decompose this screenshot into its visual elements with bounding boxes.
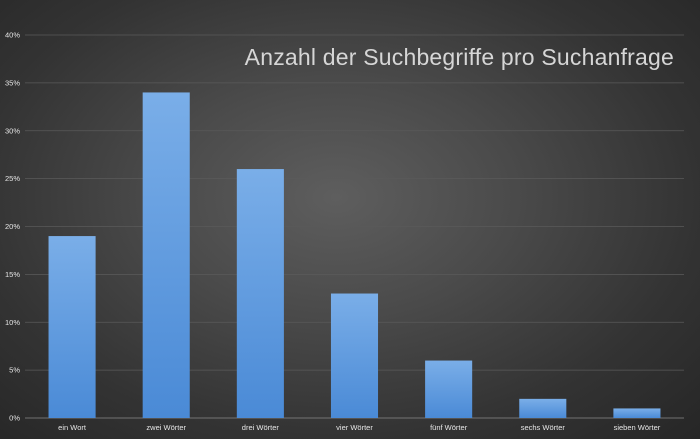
bar <box>330 293 379 418</box>
x-category-label: sechs Wörter <box>521 423 566 432</box>
x-category-label: zwei Wörter <box>146 423 186 432</box>
bar <box>519 398 567 418</box>
y-tick-label: 10% <box>5 318 20 327</box>
bar <box>425 360 473 418</box>
x-category-label: drei Wörter <box>242 423 280 432</box>
y-tick-label: 20% <box>5 222 20 231</box>
y-tick-label: 0% <box>9 414 20 423</box>
x-category-label: sieben Wörter <box>614 423 661 432</box>
gridlines <box>25 34 684 419</box>
x-category-label: ein Wort <box>58 423 87 432</box>
y-tick-label: 15% <box>5 270 20 279</box>
x-axis-labels: ein Wort zwei Wörter drei Wörter vier Wörte… <box>58 423 661 432</box>
bar <box>48 236 96 418</box>
chart-title: Anzahl der Suchbegriffe pro Suchanfrage <box>244 44 674 70</box>
x-category-label: vier Wörter <box>336 423 373 432</box>
y-tick-label: 40% <box>5 31 20 40</box>
y-tick-label: 35% <box>5 78 20 87</box>
y-axis-ticks: 0% 5% 10% 15% 20% 25% 30% 35% 40% <box>5 31 20 423</box>
x-category-label: fünf Wörter <box>430 423 468 432</box>
bar <box>236 169 284 418</box>
y-tick-label: 5% <box>9 366 20 375</box>
bars <box>48 92 661 418</box>
y-tick-label: 30% <box>5 126 20 135</box>
bar <box>613 408 661 418</box>
y-tick-label: 25% <box>5 174 20 183</box>
bar <box>142 92 190 418</box>
